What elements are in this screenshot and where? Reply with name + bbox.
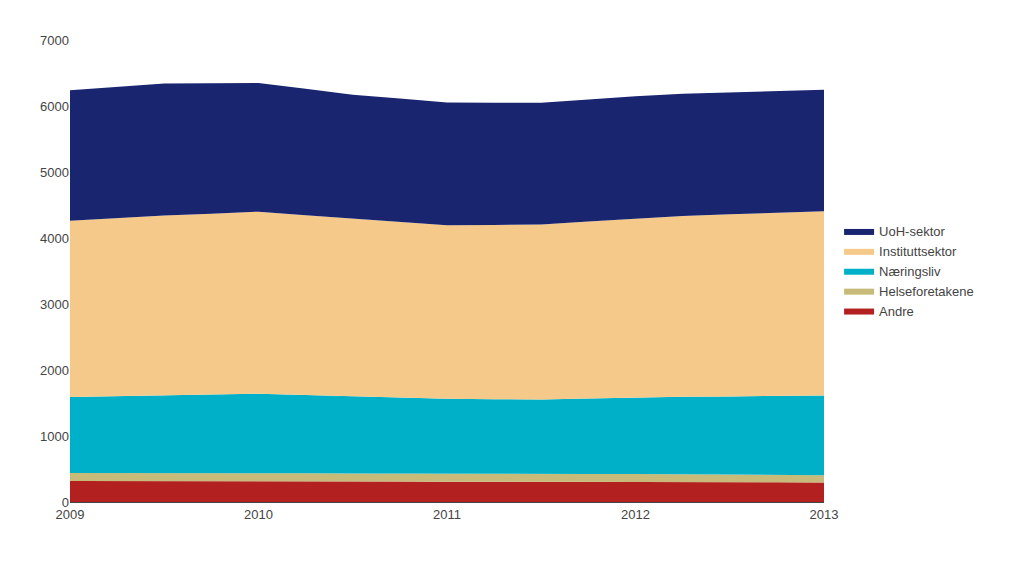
svg-text:5000: 5000 [40,165,69,180]
svg-text:7000: 7000 [40,33,69,48]
svg-text:2011: 2011 [433,507,461,522]
svg-text:UoH-sektor: UoH-sektor [879,224,945,239]
svg-text:6000: 6000 [40,99,69,114]
svg-text:Helseforetakene: Helseforetakene [879,284,974,299]
svg-text:2009: 2009 [56,507,85,522]
svg-text:Instituttsektor: Instituttsektor [879,244,957,259]
svg-text:2012: 2012 [621,507,650,522]
svg-text:0: 0 [62,495,69,510]
svg-text:2010: 2010 [244,507,273,522]
svg-text:1000: 1000 [40,429,69,444]
svg-text:4000: 4000 [40,231,69,246]
svg-text:Andre: Andre [879,304,914,319]
svg-text:2013: 2013 [810,507,839,522]
svg-text:2000: 2000 [40,363,69,378]
svg-text:Næringsliv: Næringsliv [879,264,941,279]
svg-text:3000: 3000 [40,297,69,312]
